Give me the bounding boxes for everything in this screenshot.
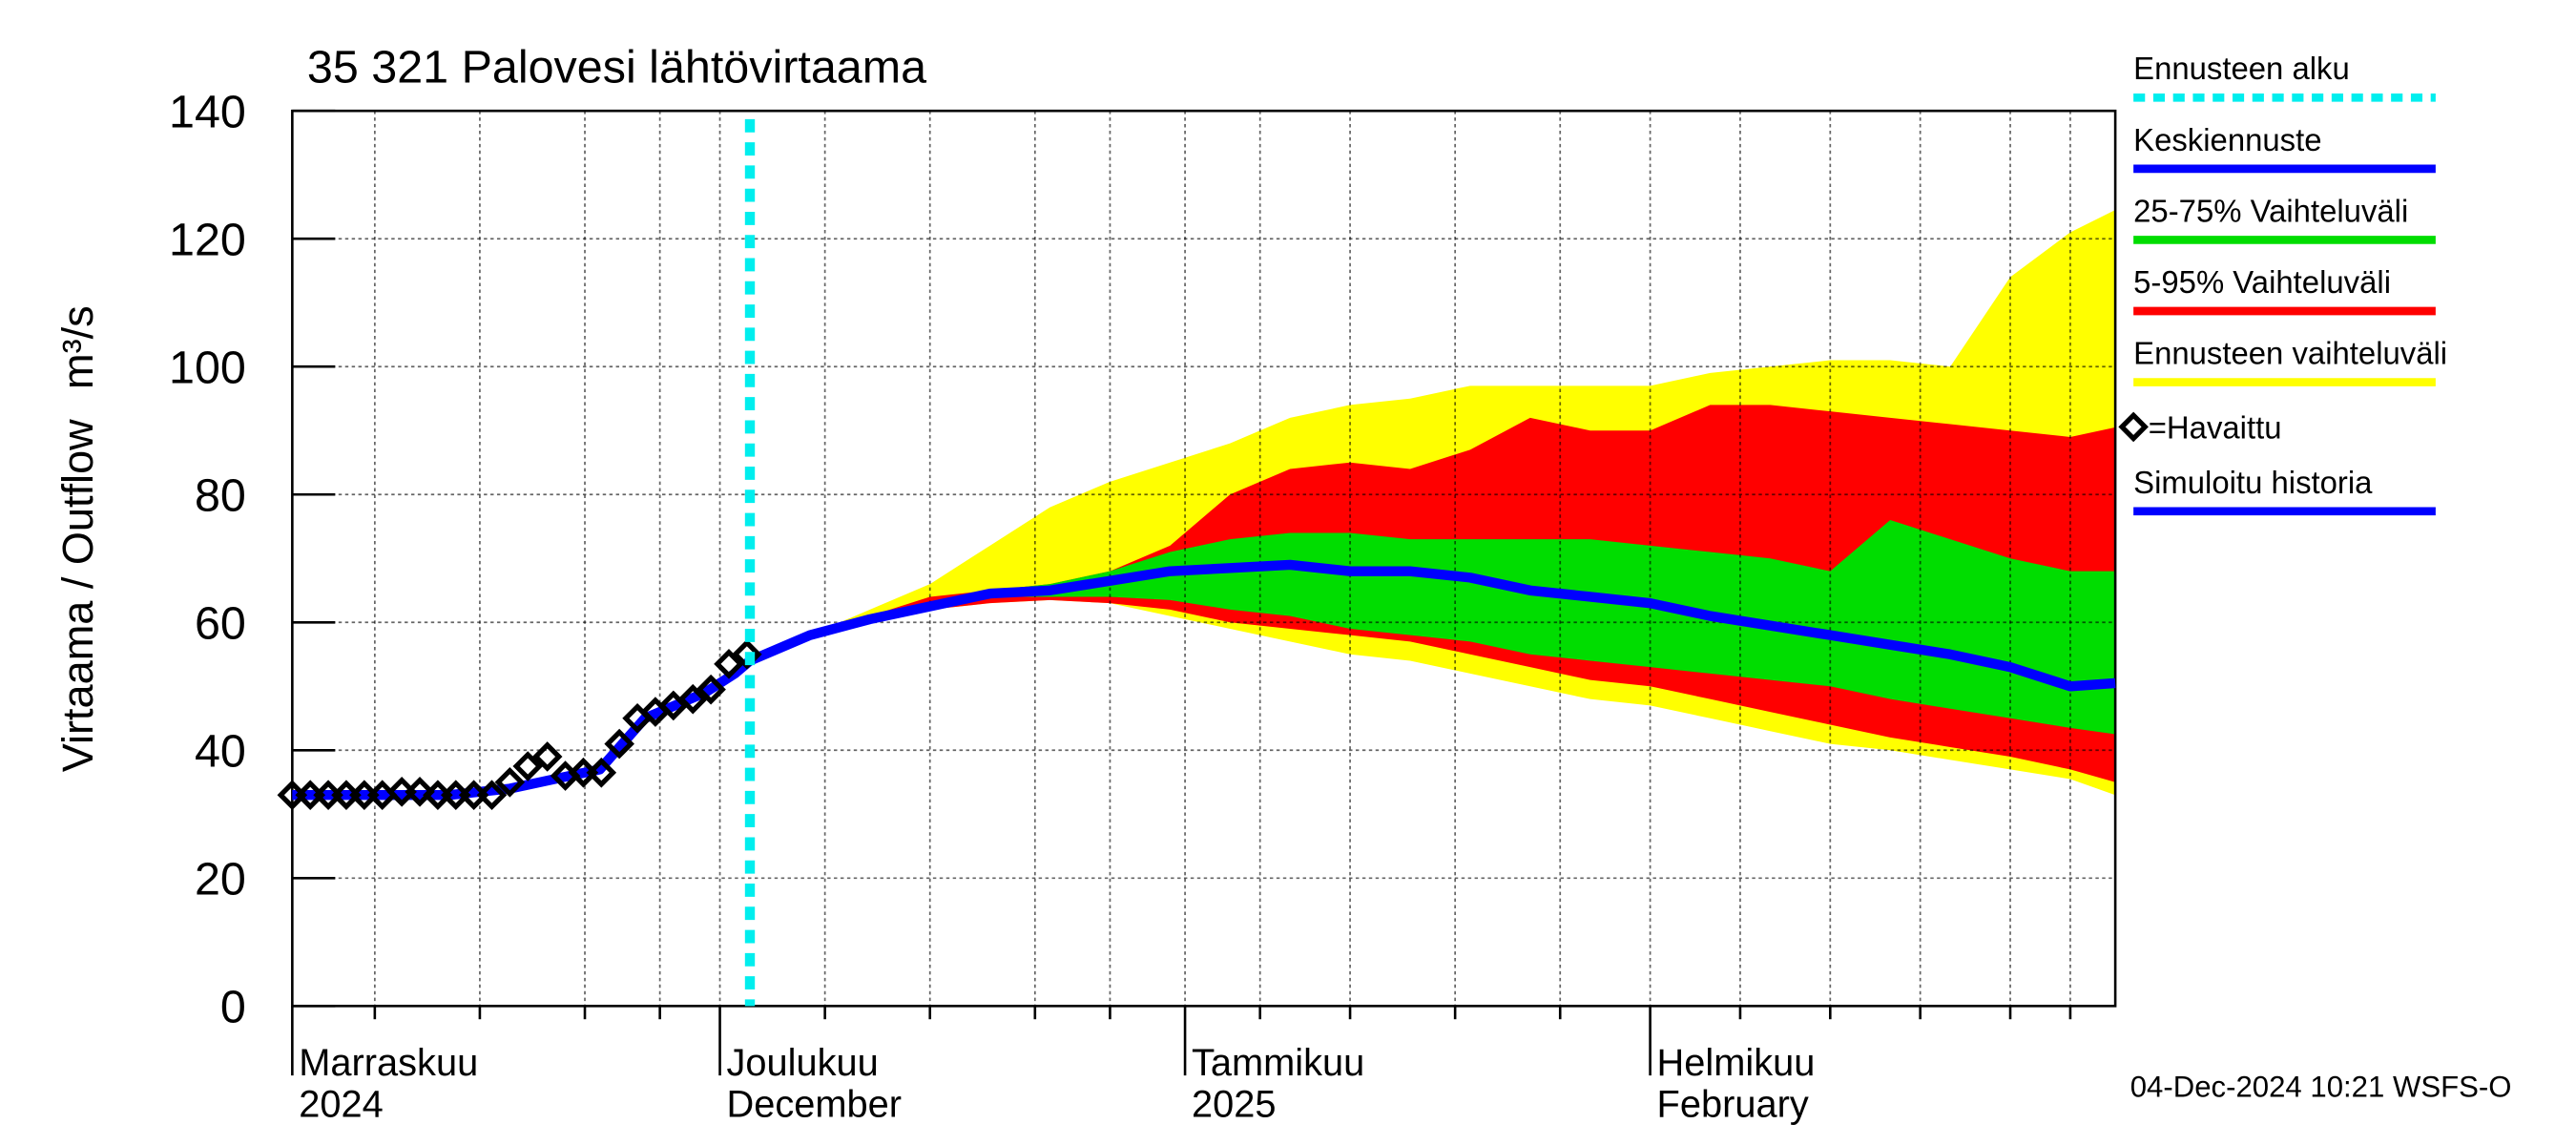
observed-marker xyxy=(531,741,563,772)
legend-marker xyxy=(2118,411,2149,443)
x-tick-label: 2024 xyxy=(299,1083,384,1125)
x-tick-label: February xyxy=(1657,1083,1809,1125)
band-area xyxy=(750,520,2116,735)
x-tick-label: Helmikuu xyxy=(1657,1042,1816,1084)
y-label-group: Virtaama / Outflow m³/s xyxy=(53,305,102,772)
y-tick-label: 60 xyxy=(195,598,246,650)
observed-marker xyxy=(586,757,617,788)
x-tick-label: December xyxy=(726,1083,902,1125)
legend-label: 25-75% Vaihteluväli xyxy=(2133,193,2408,228)
observed-marker xyxy=(677,683,709,715)
observed-marker xyxy=(405,777,435,807)
x-tick-label: Marraskuu xyxy=(299,1042,478,1084)
y-tick-label: 100 xyxy=(169,343,246,394)
observed-marker xyxy=(732,638,762,670)
observed-marker xyxy=(604,728,634,760)
x-tick-label: 2025 xyxy=(1192,1083,1277,1125)
legend-label: Ennusteen alku xyxy=(2133,51,2350,86)
y-tick-label: 20 xyxy=(195,854,246,906)
legend-label: =Havaittu xyxy=(2149,410,2282,446)
legend-label: 5-95% Vaihteluväli xyxy=(2133,264,2391,300)
y-tick-label: 140 xyxy=(169,86,246,137)
y-axis-unit: m³/s xyxy=(53,305,102,389)
x-tick-label: Joulukuu xyxy=(726,1042,878,1084)
observed-marker xyxy=(476,780,508,811)
x-tick-label: Tammikuu xyxy=(1192,1042,1364,1084)
observed-marker xyxy=(512,751,544,781)
plot-frame xyxy=(291,109,2117,1008)
y-axis-label: Virtaama / Outflow xyxy=(53,419,102,772)
legend-label: Keskiennuste xyxy=(2133,122,2321,157)
observed-marker xyxy=(494,766,526,798)
footer: 04-Dec-2024 10:21 WSFS-O xyxy=(2130,1071,2512,1104)
y-tick-label: 80 xyxy=(195,470,246,522)
y-tick-label: 40 xyxy=(195,726,246,778)
legend-label: Ennusteen vaihteluväli xyxy=(2133,335,2447,370)
legend-label: Simuloitu historia xyxy=(2133,465,2373,500)
observed-marker xyxy=(696,674,726,705)
observed-marker xyxy=(714,649,744,679)
y-tick-label: 0 xyxy=(220,982,246,1033)
series-line xyxy=(747,559,2116,692)
y-tick-label: 120 xyxy=(169,215,246,266)
chart-title: 35 321 Palovesi lähtövirtaama xyxy=(307,42,926,94)
